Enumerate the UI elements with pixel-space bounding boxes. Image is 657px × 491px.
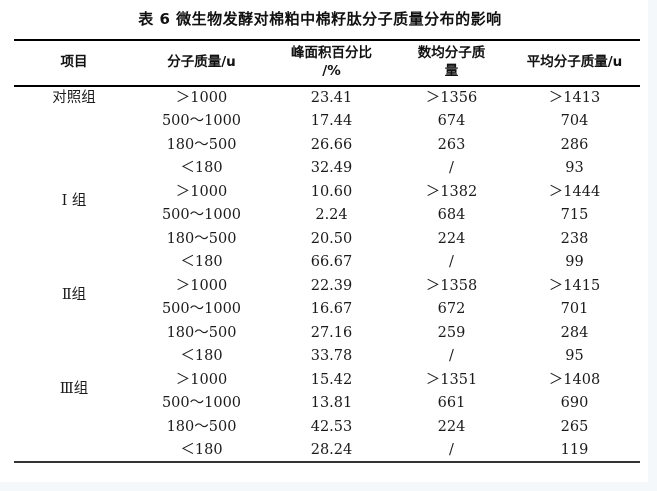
cell-peak-area-pct: 26.66 xyxy=(310,136,353,153)
table-row: 180～500 27.16 259 284 xyxy=(14,321,640,345)
table-row: 500～1000 2.24 684 715 xyxy=(14,204,640,228)
cell-mass-range: 500～1000 xyxy=(161,207,242,223)
cell-number-avg-mw: 224 xyxy=(437,230,466,247)
cell-mass-range: 500～1000 xyxy=(161,301,242,317)
cell-mass-range: 500～1000 xyxy=(161,113,242,129)
table-row: 500～1000 17.44 674 704 xyxy=(14,110,640,134)
cell-avg-mw: 286 xyxy=(560,136,589,153)
cell-peak-area-pct: 33.78 xyxy=(310,348,353,364)
cell-peak-area-pct: 2.24 xyxy=(315,207,348,223)
table-row: ＜180 32.49 / 93 xyxy=(14,157,640,181)
cell-avg-mw: 265 xyxy=(560,418,589,435)
cell-peak-area-pct: 16.67 xyxy=(310,301,353,317)
table-row: ＜180 28.24 / 119 xyxy=(14,439,640,463)
cell-avg-mw: 238 xyxy=(560,230,589,247)
cell-mass-range: 180～500 xyxy=(166,324,237,341)
cell-peak-area-pct: 20.50 xyxy=(310,230,353,247)
table-row: 对照组 ＞1000 23.41 ＞1356 ＞1413 xyxy=(14,86,640,110)
cell-avg-mw: 119 xyxy=(560,441,589,458)
cell-mass-range: ＞1000 xyxy=(175,183,228,200)
cell-mass-range: ＞1000 xyxy=(175,277,228,294)
cell-number-avg-mw: ＞1358 xyxy=(425,277,478,294)
group-label-3: Ⅲ组 xyxy=(59,381,89,397)
cell-peak-area-pct: 66.67 xyxy=(310,254,353,270)
cell-avg-mw: 284 xyxy=(560,324,589,341)
table-row: 180～500 42.53 224 265 xyxy=(14,415,640,439)
cell-number-avg-mw: ＞1356 xyxy=(425,90,478,106)
cell-peak-area-pct: 27.16 xyxy=(310,324,353,341)
table-row: 500～1000 13.81 661 690 xyxy=(14,392,640,416)
cell-avg-mw: 715 xyxy=(560,207,589,223)
cell-number-avg-mw: 263 xyxy=(437,136,466,153)
col-header-number-avg-mw: 数均分子质 量 xyxy=(417,45,486,79)
cell-peak-area-pct: 15.42 xyxy=(310,371,353,388)
cell-mass-range: ＞1000 xyxy=(175,371,228,388)
cell-avg-mw: 99 xyxy=(565,254,584,270)
cell-peak-area-pct: 17.44 xyxy=(310,113,353,129)
cell-mass-range: 180～500 xyxy=(166,418,237,435)
table-row: 180～500 26.66 263 286 xyxy=(14,133,640,157)
cell-mass-range: ＜180 xyxy=(180,160,223,176)
cell-peak-area-pct: 10.60 xyxy=(310,183,353,200)
cell-number-avg-mw: 224 xyxy=(437,418,466,435)
cell-avg-mw: ＞1413 xyxy=(548,90,601,106)
cell-avg-mw: 95 xyxy=(565,348,584,364)
group-label-2: Ⅱ组 xyxy=(61,287,87,303)
cell-number-avg-mw: / xyxy=(449,441,454,458)
cell-avg-mw: 690 xyxy=(560,395,589,411)
cell-peak-area-pct: 23.41 xyxy=(310,90,353,106)
cell-mass-range: 180～500 xyxy=(166,230,237,247)
table-row: Ⅲ组 ＞1000 15.42 ＞1351 ＞1408 xyxy=(14,368,640,396)
cell-mass-range: 180～500 xyxy=(166,136,237,153)
cell-avg-mw: ＞1415 xyxy=(548,277,601,294)
cell-avg-mw: 704 xyxy=(560,113,589,129)
cell-peak-area-pct: 28.24 xyxy=(310,441,353,458)
table-row: Ⅱ组 ＞1000 22.39 ＞1358 ＞1415 xyxy=(14,274,640,302)
cell-mass-range: 500～1000 xyxy=(161,395,242,411)
col-header-peak-area-pct: 峰面积百分比 /% xyxy=(291,45,372,79)
group-label-1: Ⅰ 组 xyxy=(61,193,87,209)
cell-peak-area-pct: 22.39 xyxy=(310,277,353,294)
cell-mass-range: ＞1000 xyxy=(175,90,228,106)
table-row: 180～500 20.50 224 238 xyxy=(14,227,640,251)
cell-avg-mw: 701 xyxy=(560,301,589,317)
col-header-mass-range: 分子质量/u xyxy=(167,54,236,71)
page-edge-right xyxy=(648,0,657,491)
table-row: ＜180 33.78 / 95 xyxy=(14,345,640,369)
cell-number-avg-mw: 661 xyxy=(437,395,466,411)
page-edge-bottom xyxy=(0,482,657,491)
cell-number-avg-mw: 672 xyxy=(437,301,466,317)
table-row: ＜180 66.67 / 99 xyxy=(14,251,640,275)
table-row: Ⅰ 组 ＞1000 10.60 ＞1382 ＞1444 xyxy=(14,180,640,208)
header-row: 项目 分子质量/u 峰面积百分比 /% 数均分子质 量 平均分子质量/u xyxy=(14,40,640,86)
cell-number-avg-mw: 259 xyxy=(437,324,466,341)
cell-mass-range: ＜180 xyxy=(180,348,223,364)
cell-peak-area-pct: 32.49 xyxy=(310,160,353,176)
cell-number-avg-mw: / xyxy=(449,160,454,176)
group-label-control: 对照组 xyxy=(52,90,96,106)
col-header-avg-mw: 平均分子质量/u xyxy=(526,54,623,71)
table-row: 500～1000 16.67 672 701 xyxy=(14,298,640,322)
cell-avg-mw: ＞1408 xyxy=(548,371,601,388)
cell-number-avg-mw: / xyxy=(449,254,454,270)
cell-avg-mw: 93 xyxy=(565,160,584,176)
cell-number-avg-mw: 684 xyxy=(437,207,466,223)
cell-mass-range: ＜180 xyxy=(180,254,223,270)
cell-avg-mw: ＞1444 xyxy=(548,183,601,200)
cell-mass-range: ＜180 xyxy=(180,441,223,458)
cell-peak-area-pct: 42.53 xyxy=(310,418,353,435)
molecular-weight-distribution-table: 项目 分子质量/u 峰面积百分比 /% 数均分子质 量 平均分子质量/u 对照组… xyxy=(14,39,640,463)
cell-number-avg-mw: ＞1382 xyxy=(425,183,478,200)
table-title: 表 6 微生物发酵对棉粕中棉籽肽分子质量分布的影响 xyxy=(138,10,502,28)
cell-number-avg-mw: / xyxy=(449,348,454,364)
col-header-item: 项目 xyxy=(60,54,88,71)
cell-number-avg-mw: 674 xyxy=(437,113,466,129)
cell-peak-area-pct: 13.81 xyxy=(310,395,353,411)
cell-number-avg-mw: ＞1351 xyxy=(425,371,478,388)
